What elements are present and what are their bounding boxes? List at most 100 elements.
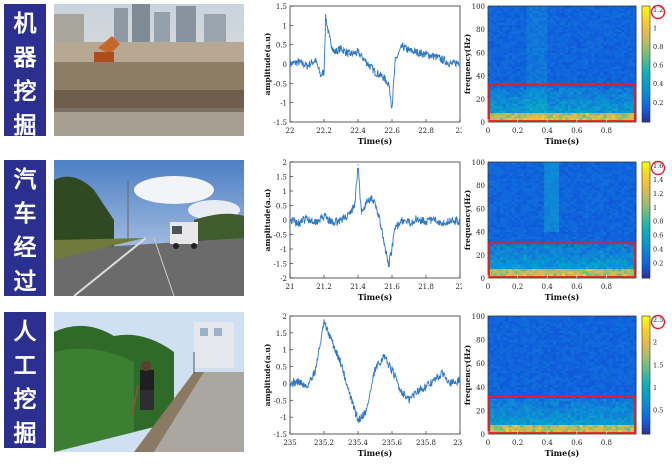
spectrogram-cell xyxy=(606,243,610,246)
spectrogram-cell xyxy=(547,6,551,9)
spectrogram-cell xyxy=(582,108,587,111)
spectrogram-cell xyxy=(529,36,533,39)
spectrogram-cell xyxy=(612,220,616,223)
y-tick-label: 1.5 xyxy=(276,174,287,182)
spectrogram-cell xyxy=(609,201,613,205)
spectrogram-cell xyxy=(493,52,498,56)
spectrogram-cell xyxy=(556,206,560,209)
spectrogram-cell xyxy=(594,96,598,100)
spectrogram-cell xyxy=(535,245,539,249)
spectrogram-cell xyxy=(538,199,542,202)
spectrogram-cell xyxy=(597,89,601,93)
spectrogram-cell xyxy=(496,187,501,191)
spectrogram-cell xyxy=(502,243,507,246)
spectrogram-cell xyxy=(565,73,569,76)
spectrogram-cell xyxy=(621,96,625,100)
spectrogram-cell xyxy=(633,75,637,79)
spectrogram-cell xyxy=(609,175,613,179)
spectrogram-cell xyxy=(615,238,619,242)
spectrogram-cell xyxy=(606,178,610,181)
spectrogram-cell xyxy=(508,19,513,23)
spectrogram-cell xyxy=(573,94,578,97)
spectrogram-cell xyxy=(532,187,536,191)
spectrogram-cell xyxy=(615,208,619,212)
spectrogram-cell xyxy=(600,224,604,228)
spectrogram-cell xyxy=(502,57,507,60)
spectrogram-cell xyxy=(488,173,492,177)
spectrogram-cell xyxy=(615,75,619,79)
spectrogram-cell xyxy=(488,224,492,228)
spectrogram-cell xyxy=(520,110,524,114)
spectrogram-cell xyxy=(526,10,530,14)
spectrogram-cell xyxy=(529,210,533,214)
spectrogram-cell xyxy=(499,36,504,39)
spectrogram-cell xyxy=(529,66,533,69)
spectrogram-cell xyxy=(567,105,572,109)
colorbar-segment xyxy=(642,23,650,27)
spectrogram-cell xyxy=(535,261,539,265)
spectrogram-cell xyxy=(621,87,625,90)
spectrogram-cell xyxy=(547,271,551,274)
spectrogram-cell xyxy=(582,199,587,202)
spectrogram-cell xyxy=(529,164,533,167)
spectrogram-cell xyxy=(606,47,610,51)
spectrogram-cell xyxy=(508,112,513,116)
spectrogram-cell xyxy=(618,71,622,74)
spectrogram-cell xyxy=(541,50,545,53)
spectrogram-cell xyxy=(559,171,563,174)
spectrogram-cell xyxy=(496,162,501,165)
spectrogram-cell xyxy=(511,17,516,21)
spectrogram-cell xyxy=(630,101,634,104)
spectrogram-cell xyxy=(496,171,501,174)
spectrogram-cell xyxy=(517,40,521,44)
spectrogram-cell xyxy=(541,54,545,58)
spectrogram-cell xyxy=(556,266,560,270)
spectrogram-cell xyxy=(559,17,563,21)
spectrogram-cell xyxy=(588,94,592,97)
spectrogram-cell xyxy=(565,227,569,230)
spectrogram-cell xyxy=(606,254,610,258)
spectrogram-cell xyxy=(538,24,542,28)
spectrogram-cell xyxy=(603,196,607,200)
spectrogram-cell xyxy=(624,31,628,35)
spectrogram-cell xyxy=(594,189,598,193)
spectrogram-cell xyxy=(603,59,607,63)
spectrogram-cell xyxy=(505,101,510,104)
spectrogram-cell xyxy=(603,229,607,232)
spectrogram-cell xyxy=(532,175,536,179)
spectrogram-cell xyxy=(532,38,536,42)
y-tick-label: 0 xyxy=(283,217,287,225)
spectrogram-cell xyxy=(612,10,616,14)
spectrogram-cell xyxy=(588,75,592,79)
spectrogram-cell xyxy=(488,57,492,60)
spectrogram-cell xyxy=(493,31,498,35)
spectrogram-cell xyxy=(488,52,492,56)
spectrogram-cell xyxy=(573,266,578,270)
spectrogram-cell xyxy=(511,271,516,274)
spectrogram-cell xyxy=(570,266,575,270)
spectrogram-cell xyxy=(550,38,554,42)
spectrogram-cell xyxy=(553,166,557,170)
spectrogram-cell xyxy=(624,13,628,16)
spectrogram-cell xyxy=(535,185,539,188)
spectrogram-cell xyxy=(582,57,587,60)
spectrogram-cell xyxy=(532,94,536,97)
spectrogram-cell xyxy=(511,117,516,121)
waveform-data-point xyxy=(399,219,402,221)
spectrogram-cell xyxy=(591,243,595,246)
spectrogram-cell xyxy=(576,261,581,265)
spectrogram-cell xyxy=(532,243,536,246)
spectrogram-cell xyxy=(535,59,539,63)
spectrogram-cell xyxy=(567,243,572,246)
spectrogram-cell xyxy=(505,61,510,65)
spectrogram-cell xyxy=(505,98,510,102)
spectrogram-cell xyxy=(582,261,587,265)
spectrogram-cell xyxy=(585,213,590,216)
colorbar-frame xyxy=(641,5,651,123)
spectrogram-cell xyxy=(618,182,622,186)
spectrogram-cell xyxy=(544,57,548,60)
spectrogram-cell xyxy=(523,61,527,65)
spectrogram-cell xyxy=(609,33,613,37)
spectrogram-cell xyxy=(570,264,575,267)
spectrogram-cell xyxy=(547,103,551,107)
